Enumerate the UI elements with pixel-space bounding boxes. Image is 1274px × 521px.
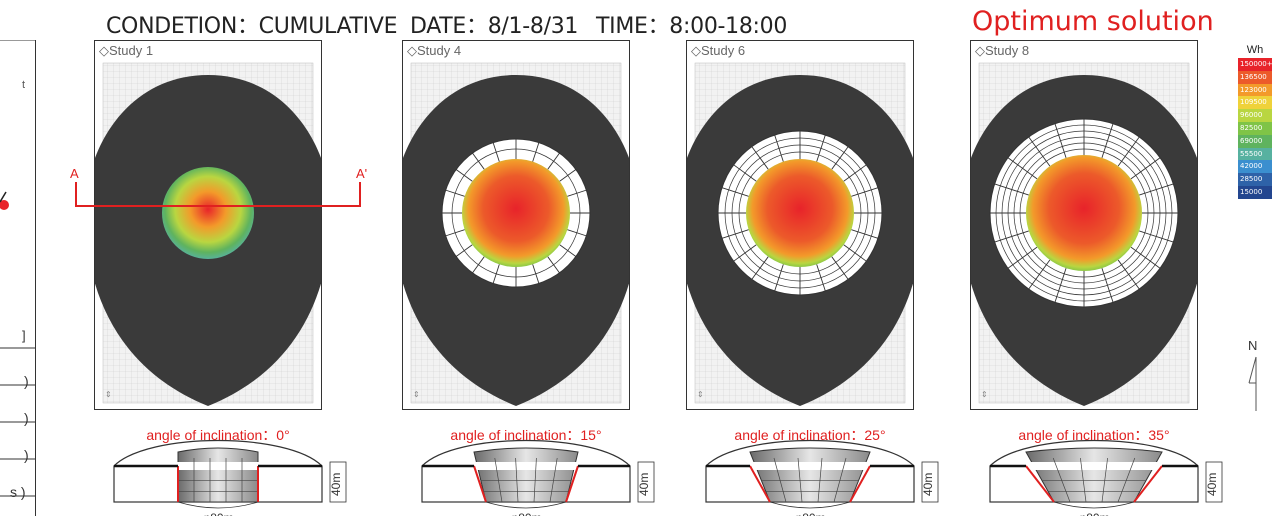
svg-text:⇕: ⇕ <box>413 390 420 399</box>
legend-item: 109500 <box>1238 96 1272 110</box>
section-svg: angle of inclination：35° 40m φ80m <box>989 427 1223 521</box>
svg-text:⇕: ⇕ <box>981 390 988 399</box>
inclination-angle-label: angle of inclination：15° <box>450 427 601 443</box>
study-panel-4: ⇕ ◇Study 4 <box>402 40 630 410</box>
plan-diagram: ⇕ <box>687 62 913 406</box>
legend-item: 15000 <box>1238 185 1272 199</box>
section-line-aa: A A' <box>70 166 367 207</box>
svg-text:⇕: ⇕ <box>105 390 112 399</box>
inclination-angle-label: angle of inclination：35° <box>1018 427 1169 443</box>
plan-diagram: ⇕ <box>403 62 629 406</box>
study-label: ◇Study 6 <box>691 43 746 58</box>
left-frag-item: ) <box>24 447 29 463</box>
left-table-fragment: t ] ) ) ) s ) <box>0 39 36 516</box>
diameter-label: φ80m <box>794 511 825 516</box>
legend-item: 55500 <box>1238 147 1272 161</box>
legend-item: 82500 <box>1238 121 1272 135</box>
svg-text:t: t <box>22 79 25 91</box>
section-diagram-4: angle of inclination：15° 40m φ80m <box>416 418 666 521</box>
diameter-label: φ80m <box>510 511 541 516</box>
north-arrow-icon <box>1248 356 1257 411</box>
irradiance-heatmap <box>1026 155 1142 271</box>
left-frag-item: s ) <box>10 484 26 500</box>
height-label: 40m <box>921 473 935 496</box>
study-label: ◇Study 1 <box>99 43 154 58</box>
left-frag-item: ) <box>24 373 29 389</box>
left-frag-item: ) <box>24 410 29 426</box>
legend-unit: Wh <box>1246 44 1264 56</box>
svg-text:]: ] <box>22 328 26 343</box>
study-label: ◇Study 8 <box>975 43 1030 58</box>
diameter-label: φ80m <box>1078 511 1109 516</box>
date-label: DATE：8/1-8/31 <box>410 14 579 39</box>
irradiance-legend: Wh 150000+ 136500 123000 109500 96000 82500 69… <box>1238 44 1272 199</box>
time-label: TIME：8:00-18:00 <box>596 14 788 39</box>
height-label: 40m <box>637 473 651 496</box>
legend-item: 69000 <box>1238 134 1272 148</box>
plan-diagram: ⇕ <box>971 62 1197 406</box>
legend-item: 28500 <box>1238 173 1272 186</box>
section-diagram-1: angle of inclination：0° 40m φ80m <box>108 418 358 521</box>
legend-item: 42000 <box>1238 160 1272 174</box>
irradiance-heatmap <box>162 167 254 259</box>
height-label: 40m <box>329 473 343 496</box>
study-panel-1: ⇕ ◇Study 1 <box>94 40 322 410</box>
study-panel-8: ⇕ ◇Study 8 <box>970 40 1198 410</box>
inclination-angle-label: angle of inclination：25° <box>734 427 885 443</box>
north-arrow: N <box>1246 338 1266 418</box>
svg-text:⇕: ⇕ <box>697 390 704 399</box>
legend-item: 123000 <box>1238 83 1272 97</box>
optimum-solution-title: Optimum solution <box>972 6 1214 37</box>
section-marker-a: A <box>70 166 79 181</box>
north-label: N <box>1248 338 1258 353</box>
section-svg: angle of inclination：15° 40m φ80m <box>421 427 655 521</box>
condition-label: CONDETION：CUMULATIVE <box>106 14 398 39</box>
legend-item: 136500 <box>1238 70 1272 84</box>
diameter-label: φ80m <box>202 511 233 516</box>
irradiance-heatmap <box>462 159 570 267</box>
legend-item: 150000+ <box>1238 58 1272 71</box>
study-label: ◇Study 4 <box>407 43 462 58</box>
irradiance-heatmap <box>746 159 854 267</box>
legend-item: 96000 <box>1238 109 1272 122</box>
inclination-angle-label: angle of inclination：0° <box>146 427 289 443</box>
section-diagram-8: angle of inclination：35° 40m φ80m <box>984 418 1234 521</box>
height-label: 40m <box>1205 473 1219 496</box>
section-svg: angle of inclination：0° 40m φ80m <box>113 427 347 521</box>
section-svg: angle of inclination：25° 40m φ80m <box>705 427 939 521</box>
study-panel-6: ⇕ ◇Study 6 <box>686 40 914 410</box>
section-marker-a-prime: A' <box>356 166 367 181</box>
section-diagram-6: angle of inclination：25° 40m φ80m <box>700 418 950 521</box>
plan-diagram: ⇕ <box>95 62 321 406</box>
